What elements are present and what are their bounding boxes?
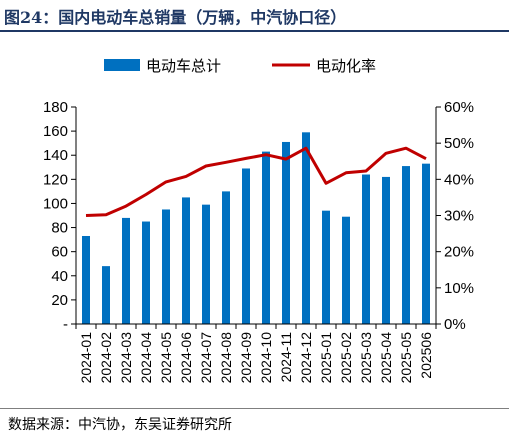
bar [322, 210, 330, 324]
legend-label-line: 电动化率 [316, 58, 376, 75]
x-tick-label: 2024-05 [158, 332, 174, 384]
y-right-tick-label: 40% [444, 171, 474, 188]
y-right-tick-label: 50% [444, 135, 474, 152]
bar [402, 166, 410, 324]
bar [222, 191, 230, 324]
bar [82, 235, 90, 324]
bar [422, 163, 430, 324]
x-tick-label: 2024-01 [78, 332, 94, 384]
bar [162, 209, 170, 324]
bar [282, 141, 290, 324]
x-tick-label: 202506 [418, 332, 434, 379]
x-tick-label: 2025-02 [338, 332, 354, 384]
line-path [85, 146, 427, 217]
x-tick-label: 2025-03 [358, 332, 374, 384]
y-left-tick-label: 160 [43, 123, 68, 140]
y-right-tick-label: 30% [444, 208, 474, 225]
x-tick-label: 2024-04 [138, 332, 154, 384]
legend: 电动车总计 电动化率 [104, 58, 376, 75]
x-tick-label: 2024-09 [238, 332, 254, 384]
y-right-tick-label: 0% [444, 316, 466, 333]
y-left-tick-label: 40 [51, 268, 68, 285]
bar [302, 132, 310, 324]
x-tick-label: 2024-03 [118, 332, 134, 384]
legend-swatch-bar [104, 59, 140, 71]
bar [202, 204, 210, 324]
y-left-tick-label: 60 [51, 244, 68, 261]
y-left-tick-label: 80 [51, 220, 68, 237]
y-left-tick-label: 140 [43, 147, 68, 164]
y-right-tick-label: 20% [444, 244, 474, 261]
bar [102, 266, 110, 324]
y-right-tick-label: 10% [444, 280, 474, 297]
y-left-tick-label: 120 [43, 171, 68, 188]
y-left-tick-label: 20 [51, 292, 68, 309]
bar [142, 221, 150, 324]
line-series [85, 146, 427, 217]
source-rule [0, 408, 509, 409]
x-tick-label: 2024-12 [298, 332, 314, 384]
axes: - 20 40 60 80 100 120 140 160 180 0% 10% 20% 30% 40% 50… [43, 99, 474, 383]
combo-chart: 电动车总计 电动化率 - 20 40 60 80 100 120 140 160 180 0% 10% 2… [43, 58, 474, 383]
x-tick-label: 2025-04 [378, 332, 394, 384]
x-tick-label: 2024-06 [178, 332, 194, 384]
x-tick-label: 2025-01 [318, 332, 334, 384]
bar [262, 151, 270, 324]
bar [342, 216, 350, 324]
bar [122, 217, 130, 324]
y-left-tick-label: - [63, 316, 68, 333]
bar [362, 174, 370, 324]
x-tick-label: 2024-10 [258, 332, 274, 384]
bar-series [82, 132, 430, 324]
x-tick-label: 2024-08 [218, 332, 234, 384]
x-tick-label: 2024-02 [98, 332, 114, 384]
y-right-tick-label: 60% [444, 99, 474, 116]
x-tick-label: 2024-11 [278, 332, 294, 383]
y-left-tick-label: 100 [43, 195, 68, 212]
legend-label-bar: 电动车总计 [146, 58, 221, 75]
bar [182, 197, 190, 324]
title-rule [0, 30, 509, 32]
y-left-tick-label: 180 [43, 99, 68, 116]
figure-title: 图24：国内电动车总销量（万辆，中汽协口径） [4, 8, 347, 27]
source-note: 数据来源：中汽协，东吴证券研究所 [8, 417, 232, 433]
x-tick-label: 2025-05 [398, 332, 414, 384]
x-tick-label: 2024-07 [198, 332, 214, 384]
bar [242, 168, 250, 324]
bar [382, 176, 390, 324]
